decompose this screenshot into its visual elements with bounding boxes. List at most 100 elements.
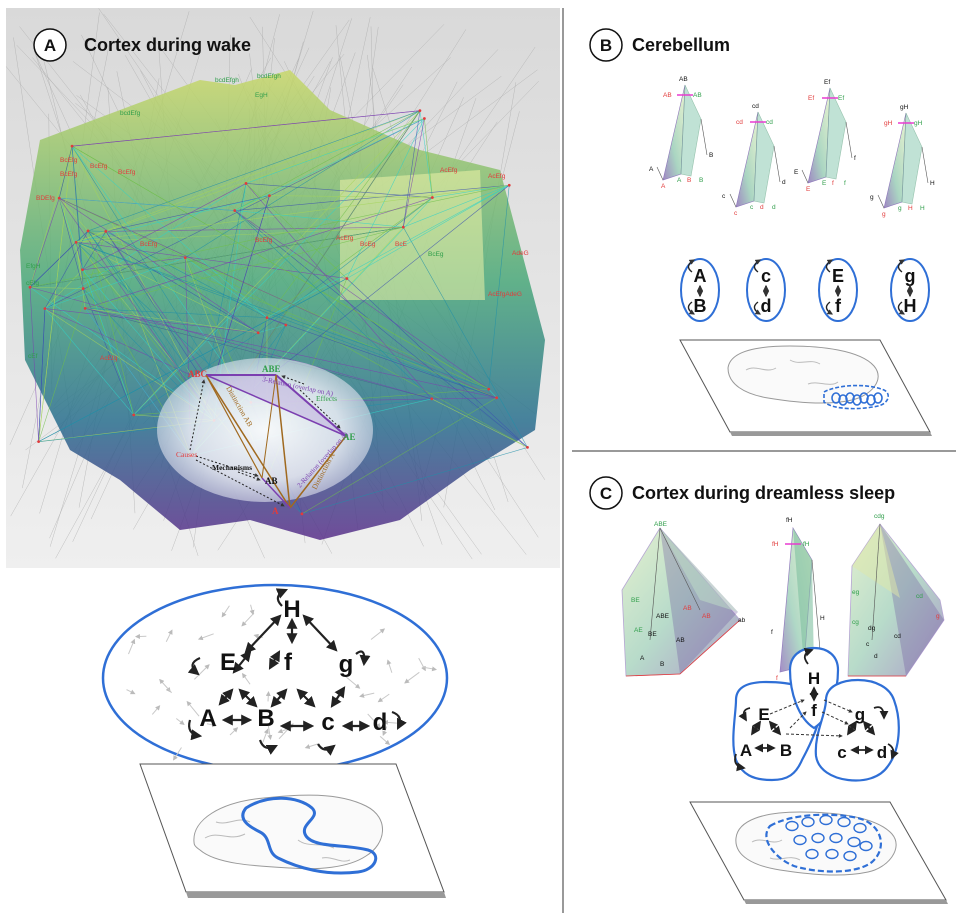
label-top-0: bcdEfgh — [215, 77, 239, 84]
pyramid-label: B — [687, 177, 691, 184]
panel-a: bcdEfgh bcdEfgh bcdEfg EgH BcEfg BcEfg B… — [5, 8, 560, 898]
wake-network-nodes: H E f g A B c d — [199, 596, 387, 736]
node-d: d — [373, 709, 388, 736]
label-middle-5: AcEfg — [100, 355, 118, 362]
node-c: c — [321, 709, 334, 736]
module-top-node: g — [905, 266, 916, 286]
label-middle-4: BcEg — [428, 251, 444, 258]
sleep-right-label-5: c — [866, 641, 870, 648]
panel-b-letter: B — [600, 36, 612, 55]
panel-b-letter-circle — [589, 28, 623, 62]
sleep-right-label-6: d — [874, 653, 878, 660]
structure-a: A — [272, 506, 279, 516]
label-top-3: EgH — [255, 92, 268, 99]
sleep-left-label-2: AB — [683, 605, 692, 612]
cerebellum-module: AB — [680, 258, 720, 322]
pyramid-label: AB — [663, 92, 672, 99]
structure-mechanisms: Mechanisms — [212, 463, 252, 472]
sleep-left-label-8: A — [640, 655, 645, 662]
pyramid-label: cd — [752, 103, 759, 110]
sleep-right-top: cdg — [874, 513, 885, 520]
sleep-node-h: H — [808, 669, 820, 688]
pyramid-label: Ef — [808, 95, 814, 102]
sleep-middle-label-0: fH — [772, 541, 779, 548]
sleep-node-e: E — [758, 705, 769, 724]
pyramid-label: H — [908, 205, 913, 212]
label-top-1: bcdEfgh — [257, 73, 281, 80]
pyramid-label: c — [722, 193, 726, 200]
mesh-labels: bcdEfgh bcdEfgh bcdEfg EgH BcEfg BcEfg B… — [26, 73, 529, 362]
pyramid-label: c — [750, 204, 754, 211]
sleep-middle-top: fH — [786, 517, 793, 524]
pyramid-label: c — [734, 210, 738, 217]
sleep-middle-label-4: f — [776, 675, 778, 682]
module-bottom-node: d — [761, 296, 772, 316]
sleep-pyramid-right: cdg eg cd cg dg cd c d g — [847, 513, 945, 677]
pyramid-label: d — [760, 204, 764, 211]
structure-ae: AE — [343, 432, 356, 442]
label-middle-2: BcEg — [360, 241, 376, 248]
sleep-node-f: f — [811, 701, 817, 720]
panel-c-letter: C — [600, 484, 612, 503]
pyramid-label: E — [794, 169, 799, 176]
panel-a-title: Cortex during wake — [84, 35, 251, 55]
panel-c-title: Cortex during dreamless sleep — [632, 483, 895, 503]
pyramid-label: gH — [914, 120, 923, 127]
pyramid-label: f — [844, 180, 846, 187]
pyramid-label: Ef — [824, 79, 830, 86]
pyramid-label: g — [882, 211, 886, 218]
label-right-1: AcEfg — [488, 173, 506, 180]
pyramid-label: gH — [900, 104, 909, 111]
sleep-left-label-3: AE — [634, 627, 643, 634]
sleep-left-label-5: AB — [676, 637, 685, 644]
sleep-left-top: ABE — [654, 521, 668, 528]
label-left-1: BcEfg — [90, 163, 108, 170]
pyramid-label: cd — [766, 119, 773, 126]
label-right-2: AdeG — [512, 250, 529, 257]
wake-brain-plane — [139, 763, 446, 898]
node-a: A — [199, 705, 216, 732]
sleep-left-label-7: ab — [738, 617, 746, 624]
label-left-4: BcEfg — [140, 241, 158, 248]
node-e: E — [220, 649, 236, 676]
pyramid-label: Ef — [838, 95, 844, 102]
label-left-5: BDEfg — [36, 195, 55, 202]
pyramid-label: B — [709, 152, 713, 159]
pyramid-label: H — [920, 205, 925, 212]
pyramid-label: E — [806, 186, 811, 193]
structure-abc: ABC — [188, 369, 207, 379]
pyramid-label: B — [699, 177, 703, 184]
module-top-node: c — [761, 266, 771, 286]
sleep-node-g: g — [855, 705, 865, 724]
module-bottom-node: f — [835, 296, 842, 316]
panel-a-letter-circle — [33, 28, 67, 62]
wake-network-edges — [187, 588, 407, 756]
sleep-pyramid-middle: fH fH fH f H f f H H — [771, 517, 825, 682]
module-bottom-node: H — [904, 296, 917, 316]
pyramid-label: H — [930, 180, 935, 187]
node-f: f — [284, 649, 293, 676]
sleep-left-label-9: B — [660, 661, 664, 668]
panel-c-letter-circle — [589, 476, 623, 510]
sleep-left-label-0: BE — [631, 597, 640, 604]
pyramid-label: g — [898, 205, 902, 212]
sleep-right-label-4: cd — [894, 633, 901, 640]
sleep-pyramid-left: ABE BE ABE AB AE BE AB AB ab A B — [621, 521, 746, 677]
label-top-2: bcdEfg — [120, 110, 141, 117]
sleep-node-a: A — [740, 741, 752, 760]
wake-network-ellipse — [101, 583, 449, 773]
label-right-0: AcEfg — [440, 167, 458, 174]
node-b: B — [257, 705, 274, 732]
pyramid-label: d — [782, 179, 786, 186]
pyramid-label: A — [677, 177, 682, 184]
pyramid-label: g — [870, 194, 874, 201]
pyramid-label: f — [832, 180, 834, 187]
sleep-module-gcd — [814, 678, 900, 782]
